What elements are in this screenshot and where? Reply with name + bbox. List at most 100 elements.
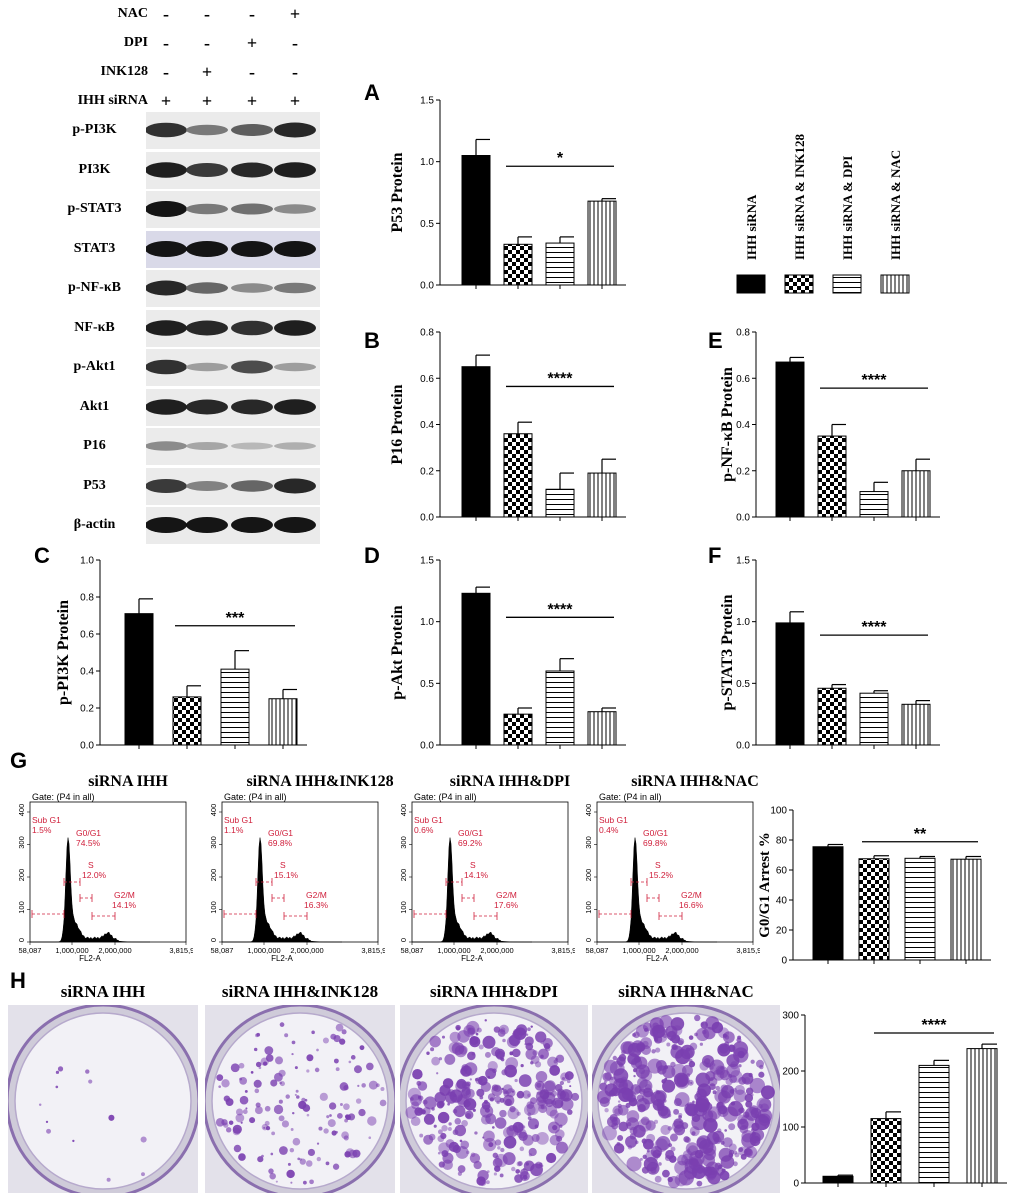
blot-label: STAT3 <box>73 240 116 256</box>
colony <box>448 1122 452 1126</box>
colony <box>368 1136 372 1140</box>
colony <box>268 1168 274 1174</box>
colony <box>440 1132 447 1140</box>
colony <box>654 1090 667 1103</box>
colony <box>519 1146 525 1152</box>
y-tick-label: 0.5 <box>736 679 750 690</box>
blot-band <box>186 442 228 450</box>
colony <box>554 1099 564 1109</box>
colony <box>715 1085 721 1091</box>
colony <box>431 1107 435 1111</box>
colony <box>663 1065 669 1070</box>
y-tick-label: 0.8 <box>420 328 434 339</box>
blot-band <box>186 399 228 414</box>
colony <box>540 1091 543 1094</box>
colony <box>480 1081 492 1093</box>
flow-s-value: 12.0% <box>82 870 107 880</box>
colony <box>431 1056 441 1066</box>
colony <box>254 1088 260 1094</box>
colony <box>522 1090 531 1099</box>
flow-frame <box>596 801 754 943</box>
colony <box>417 1107 424 1114</box>
flow-plot-title: siRNA IHH&INK128 <box>246 773 394 790</box>
colony <box>240 1121 243 1124</box>
significance-label: **** <box>548 370 574 387</box>
treatment-label: DPI <box>123 35 148 50</box>
colony <box>379 1099 387 1107</box>
flow-y-tick-label: 0 <box>399 938 408 942</box>
colony <box>646 1133 656 1143</box>
chart-colonies: 0100200300No. of Colonies**** <box>767 1011 1007 1190</box>
flow-x-tick-label: 1,000,000 <box>622 946 655 955</box>
flow-frame <box>221 801 379 943</box>
colony <box>502 1094 515 1107</box>
colony <box>642 1022 652 1032</box>
colony <box>496 1100 500 1105</box>
colony <box>499 1109 507 1118</box>
colony <box>306 1069 310 1073</box>
colony <box>717 1128 722 1133</box>
colony <box>513 1028 521 1037</box>
treatment-sign: + <box>246 91 258 111</box>
colony <box>463 1098 477 1111</box>
colony <box>632 1032 637 1037</box>
blot-band <box>186 240 228 257</box>
y-tick-label: 1.5 <box>420 556 434 567</box>
colony <box>660 1124 671 1135</box>
colony <box>335 1023 344 1032</box>
legend-swatch <box>880 274 910 294</box>
colony <box>290 1128 294 1131</box>
colony <box>599 1082 608 1091</box>
colony <box>380 1087 385 1092</box>
y-tick-label: 0.8 <box>80 593 94 604</box>
dish-title: siRNA IHH&DPI <box>430 982 558 1001</box>
flow-plot-title: siRNA IHH&DPI <box>449 773 571 790</box>
colony <box>343 1103 350 1110</box>
colony <box>506 1125 519 1138</box>
colony <box>524 1036 534 1046</box>
colony <box>555 1141 568 1154</box>
blot-strip <box>146 388 320 427</box>
colony <box>316 1048 319 1052</box>
colony <box>728 1123 736 1131</box>
colony <box>608 1089 615 1096</box>
colony <box>333 1058 339 1064</box>
colony <box>263 1126 266 1129</box>
flow-y-tick-label: 300 <box>399 836 408 849</box>
colony <box>530 1061 534 1065</box>
colony <box>290 1181 293 1184</box>
colony <box>694 1032 698 1037</box>
colony <box>750 1107 762 1119</box>
colony <box>670 1146 676 1152</box>
colony <box>504 1064 517 1078</box>
y-tick-label: 1.0 <box>736 617 750 628</box>
bar <box>918 1064 950 1184</box>
dish-title: siRNA IHH&NAC <box>618 982 754 1001</box>
colony <box>662 1079 676 1093</box>
flow-x-tick-label: 58,087 <box>211 946 234 955</box>
colony <box>670 1045 684 1059</box>
colony <box>758 1098 772 1111</box>
significance-label: *** <box>226 610 245 627</box>
colony <box>228 1120 234 1125</box>
blot-band <box>274 122 316 138</box>
colony <box>441 1150 449 1158</box>
colony <box>522 1167 526 1171</box>
flow-frame <box>411 801 569 943</box>
colony <box>696 1088 707 1100</box>
colony <box>545 1105 558 1117</box>
colony <box>257 1156 264 1163</box>
colony <box>232 1127 241 1136</box>
colony <box>554 1112 568 1127</box>
colony <box>436 1072 439 1075</box>
colony <box>732 1161 738 1167</box>
colony <box>292 1111 295 1115</box>
flow-s-label: S <box>280 860 286 870</box>
bar <box>822 1175 854 1184</box>
colony <box>739 1124 749 1134</box>
colony <box>566 1109 573 1115</box>
colony <box>652 1149 662 1159</box>
flow-s-value: 15.2% <box>649 870 674 880</box>
colony <box>686 1148 691 1153</box>
flow-g2m-label: G2/M <box>306 890 327 900</box>
